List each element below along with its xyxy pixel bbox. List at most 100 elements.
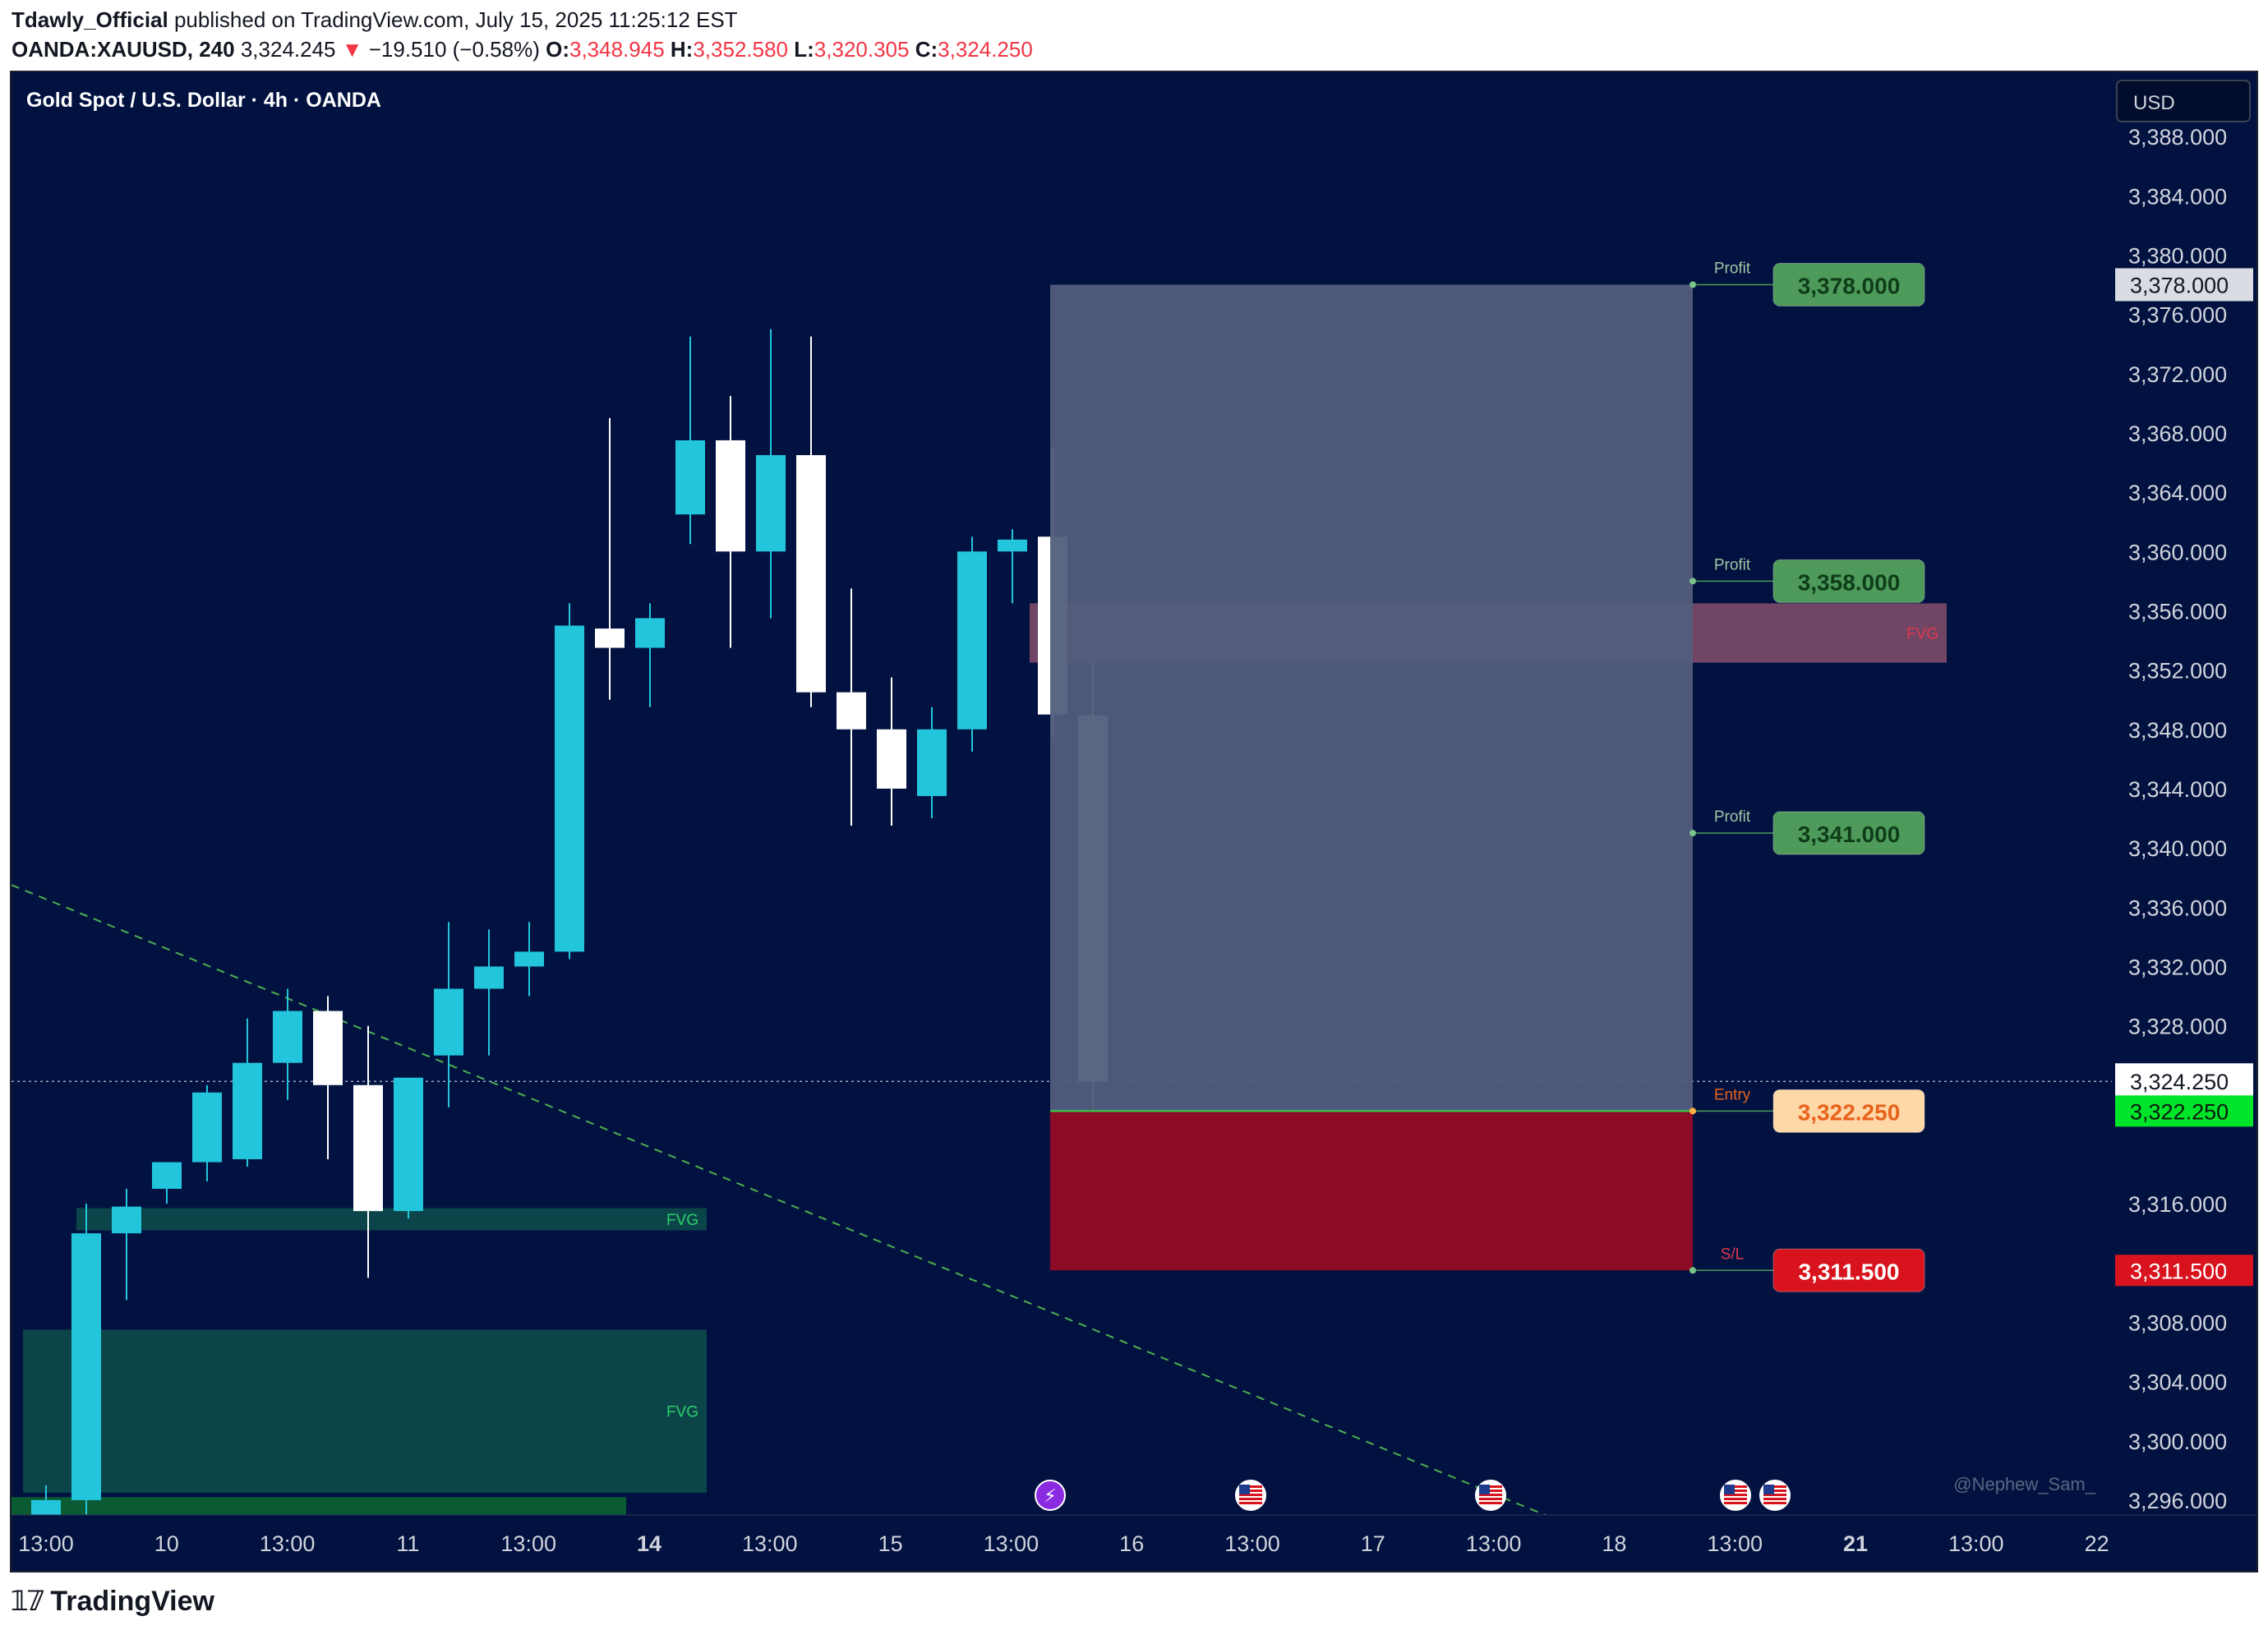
published-text: published on TradingView.com, July 15, 2… [173,7,738,32]
flag-stripe [1479,1485,1502,1488]
tradingview-logo[interactable]: 𝟙𝟟 TradingView [10,1582,214,1620]
candle-body [837,692,866,730]
time-tick-label: 13:00 [18,1531,74,1556]
flag-canton [1479,1485,1490,1494]
us-flag-event-icon [1235,1480,1266,1511]
price-tick-label: 3,316.000 [2128,1192,2227,1217]
down-arrow-icon: ▼ [341,37,363,62]
level-price-box [1772,811,1925,855]
flag-stripe [1479,1498,1502,1500]
low-label: L: [794,37,814,62]
base-zone [12,1497,626,1515]
level-tag: Profit [1714,556,1751,573]
price-tick-label: 3,384.000 [2128,184,2227,209]
time-tick-label: 13:00 [1707,1531,1763,1556]
loss-zone [1050,1111,1693,1271]
fvg-label: FVG [666,1212,698,1229]
us-flag-event-icon [1475,1480,1506,1511]
close-value: 3,324.250 [938,37,1033,62]
level-price-text: 3,378.000 [1798,274,1901,299]
time-tick-label: 13:00 [1466,1531,1522,1556]
candle-body [917,729,947,796]
level-handle [1689,578,1696,585]
candle-body [716,440,745,552]
publisher-name[interactable]: Tdawly_Official [12,7,168,32]
flag-canton [1239,1485,1250,1494]
price-tick-label: 3,332.000 [2128,955,2227,979]
flag-stripe [1763,1494,1786,1496]
flag-stripe [1724,1494,1747,1496]
price-tick-label: 3,380.000 [2128,243,2227,268]
price-tick-label: 3,300.000 [2128,1430,2227,1454]
time-tick-label: 10 [154,1531,179,1556]
candle-body [756,454,786,552]
candle-body [957,551,987,730]
candle-body [434,988,463,1056]
candle-body [112,1206,141,1234]
flag-stripe [1239,1494,1262,1496]
stop-axis-label-box [2115,1255,2253,1287]
price-tick-label: 3,352.000 [2128,659,2227,684]
time-tick-label: 13:00 [984,1531,1040,1556]
flag-stripe [1724,1502,1747,1504]
time-tick-label: 17 [1361,1531,1385,1556]
price-tick-label: 3,372.000 [2128,362,2227,387]
currency-button-label[interactable]: USD [2133,92,2175,114]
price-tick-label: 3,344.000 [2128,777,2227,802]
currency-button[interactable]: USD [2116,80,2251,122]
time-tick-label: 13:00 [260,1531,316,1556]
low-value: 3,320.305 [814,37,910,62]
us-flag-event-icon [1720,1480,1751,1511]
time-tick-label: 21 [1843,1531,1868,1556]
candle-body [514,951,544,967]
price-tick-label: 3,328.000 [2128,1015,2227,1039]
candle-body [233,1062,262,1159]
profit-zone [1050,284,1693,1112]
flag-stripe [1724,1498,1747,1500]
symbol-info: OANDA:XAUUSD, 240 3,324.245 ▼ −19.510 (−… [12,35,1033,64]
price-tick-label: 3,368.000 [2128,421,2227,446]
time-axis-background [12,1515,2256,1571]
fvg-zone [76,1208,707,1231]
candle-body [796,454,826,693]
price-tick-label: 3,296.000 [2128,1489,2227,1513]
flag-stripe [1763,1498,1786,1500]
time-tick-label: 22 [2085,1531,2109,1556]
chart-svg[interactable]: FVG FVG FVG Profit 3,378.000 Profit 3,358.000… [12,72,2256,1571]
stop-axis-label-text: 3,311.500 [2130,1259,2227,1283]
candle-body [71,1233,101,1500]
level-handle [1689,1107,1696,1115]
chart-container[interactable]: FVG FVG FVG Profit 3,378.000 Profit 3,358.000… [10,71,2258,1572]
flag-stripe [1763,1490,1786,1492]
level-price-box [1772,1089,1925,1133]
currency-button-box[interactable] [2116,80,2251,122]
price-tick-label: 3,348.000 [2128,718,2227,743]
lightning-glyph: ⚡ [1044,1486,1056,1507]
candle-body [474,966,504,989]
price-tick-label: 3,308.000 [2128,1310,2227,1335]
flag-stripe [1479,1494,1502,1496]
level-handle [1689,830,1696,837]
fvg-label: FVG [1906,625,1938,642]
flag-stripe [1239,1490,1262,1492]
time-tick-label: 11 [396,1531,419,1556]
level-price-text: 3,322.250 [1798,1099,1901,1125]
candle-body [152,1162,182,1190]
level-handle [1689,281,1696,288]
flag-canton [1763,1485,1774,1494]
close-label: C: [915,37,938,62]
time-tick-label: 13:00 [1948,1531,2004,1556]
us-flag-event-icon [1759,1480,1791,1511]
tradingview-logo-icon: 𝟙𝟟 [10,1585,45,1618]
time-tick-label: 13:00 [1224,1531,1280,1556]
chart-legend-title: Gold Spot / U.S. Dollar · 4h · OANDA [26,89,381,112]
price-tick-label: 3,360.000 [2128,540,2227,564]
tradingview-logo-text: TradingView [50,1585,214,1617]
flag-canton [1724,1485,1735,1494]
price-tick-label: 3,376.000 [2128,303,2227,328]
high-label: H: [670,37,694,62]
candle-body [353,1084,383,1212]
level-price-text: 3,341.000 [1798,822,1901,847]
last-price-axis-text: 3,324.250 [2130,1070,2229,1094]
lightning-event-icon: ⚡ [1035,1480,1066,1511]
